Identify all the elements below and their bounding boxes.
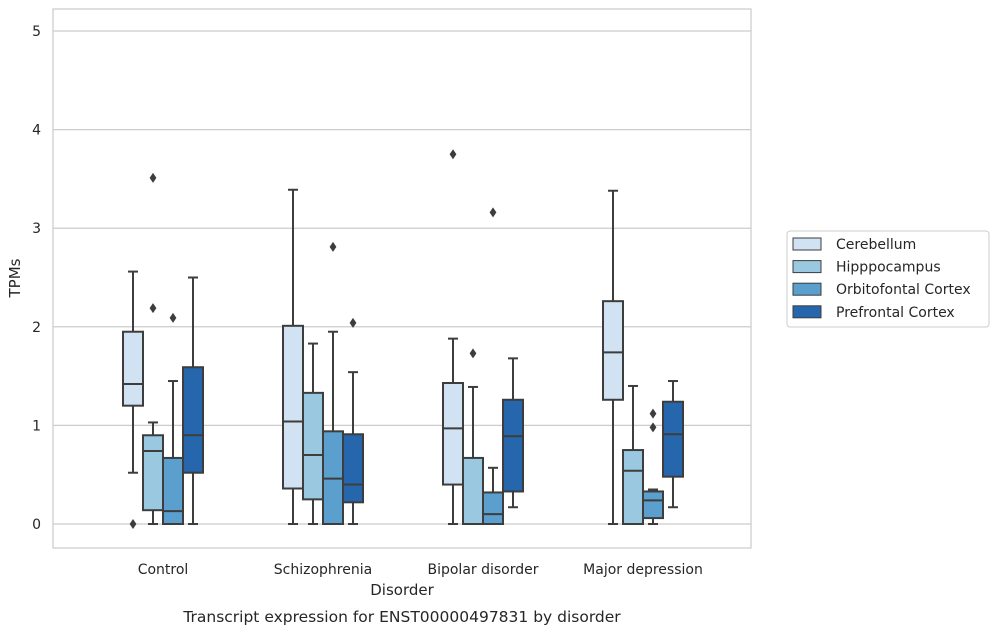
legend-label: Orbitofontal Cortex: [836, 282, 971, 298]
legend-label: Cerebellum: [836, 237, 916, 253]
legend: Cerebellum Hipppocampus Orbitofontal Corte…: [786, 230, 990, 328]
legend-swatch: [792, 260, 822, 274]
legend-label: Prefrontal Cortex: [836, 305, 955, 321]
outlier-point: [649, 422, 657, 433]
box-group: [662, 380, 684, 509]
y-axis-label: TPMs: [6, 258, 24, 298]
chart-caption: Transcript expression for ENST0000049783…: [182, 608, 621, 626]
x-tick-labels: Control Schizophrenia Bipolar disorder Majo…: [138, 562, 703, 578]
y-tick-label: 2: [32, 320, 41, 336]
outlier-point: [329, 241, 337, 252]
box-group: [162, 312, 184, 525]
box: [662, 400, 684, 478]
x-axis-label: Disorder: [370, 581, 434, 599]
box: [502, 398, 524, 493]
box-group: [602, 189, 624, 525]
box-groups: [122, 149, 684, 529]
box: [302, 391, 324, 501]
box-group: [182, 276, 204, 525]
x-tick-label: Bipolar disorder: [427, 562, 538, 578]
box-group: [342, 317, 364, 525]
box: [642, 490, 664, 520]
outlier-point: [449, 149, 457, 160]
box-group: [322, 241, 344, 526]
x-tick-label: Schizophrenia: [274, 562, 372, 578]
box: [602, 300, 624, 401]
x-tick-label: Major depression: [583, 562, 703, 578]
box: [142, 434, 164, 512]
outlier-point: [149, 172, 157, 183]
box-group: [502, 357, 524, 509]
y-tick-label: 0: [32, 517, 41, 533]
outlier-point: [349, 317, 357, 328]
x-tick-label: Control: [138, 562, 189, 578]
box-group: [282, 188, 304, 525]
outlier-point: [149, 303, 157, 314]
box-group: [642, 408, 664, 525]
box: [182, 366, 204, 474]
outlier-point: [489, 207, 497, 218]
box: [122, 330, 144, 407]
box: [622, 449, 644, 525]
box-group: [482, 207, 504, 525]
y-tick-label: 5: [32, 24, 41, 40]
y-tick-label: 1: [32, 418, 41, 434]
legend-swatch: [792, 237, 822, 251]
legend-swatch: [792, 282, 822, 296]
box-group: [462, 348, 484, 525]
outlier-point: [129, 519, 137, 529]
box: [462, 456, 484, 525]
box: [162, 456, 184, 525]
box: [342, 433, 364, 504]
outlier-point: [649, 408, 657, 419]
box: [442, 382, 464, 486]
box-group: [622, 384, 644, 525]
y-tick-labels: 0 1 2 3 4 5: [32, 24, 41, 533]
box: [282, 324, 304, 490]
box-group: [302, 342, 324, 525]
y-tick-label: 3: [32, 221, 41, 237]
outlier-point: [469, 348, 477, 359]
box-group: [122, 270, 144, 529]
box-group: [142, 172, 164, 525]
outlier-point: [169, 312, 177, 323]
plot-frame: [52, 8, 752, 549]
legend-label: Hipppocampus: [836, 260, 941, 276]
legend-swatch: [792, 305, 822, 319]
box: [482, 491, 504, 525]
y-tick-label: 4: [32, 123, 41, 139]
box-group: [442, 149, 464, 525]
legend-frame: [786, 230, 990, 328]
